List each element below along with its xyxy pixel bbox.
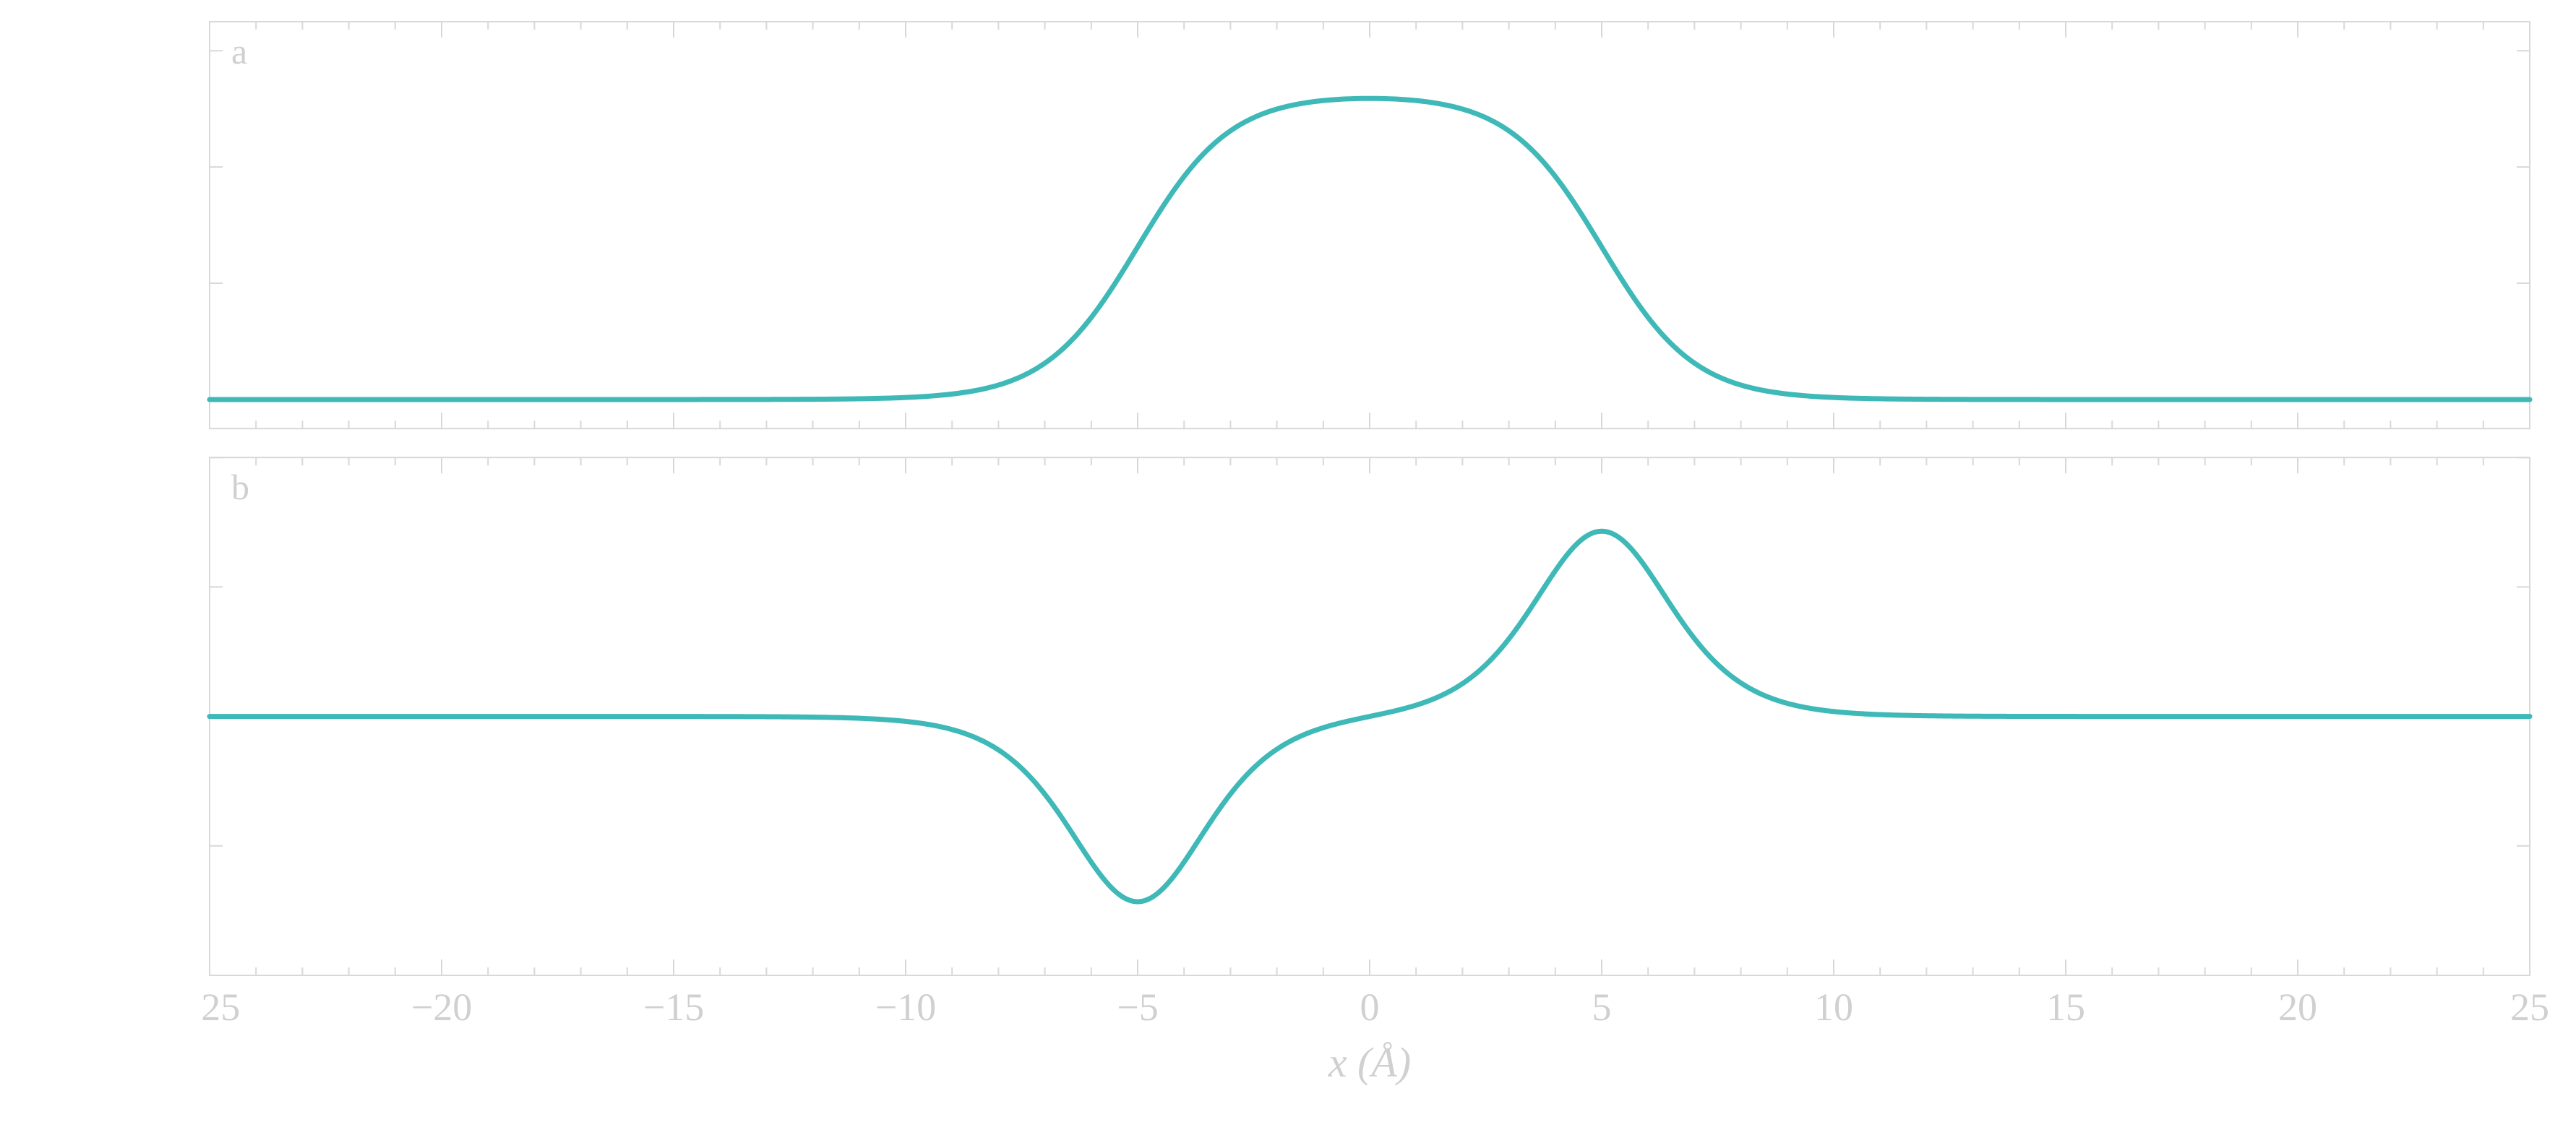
svg-text:−15: −15 bbox=[643, 985, 704, 1029]
svg-text:−10: −10 bbox=[875, 985, 936, 1029]
svg-text:25: 25 bbox=[2510, 985, 2549, 1029]
svg-text:10: 10 bbox=[1814, 985, 1853, 1029]
svg-text:−20: −20 bbox=[411, 985, 472, 1029]
svg-text:20: 20 bbox=[2278, 985, 2317, 1029]
chart-container: 0.00.40.81.2aU (kcal/mol)−1.0−0.50.00.51… bbox=[202, 14, 2551, 1098]
svg-text:b: b bbox=[231, 467, 249, 507]
svg-text:15: 15 bbox=[2046, 985, 2085, 1029]
svg-text:5: 5 bbox=[1592, 985, 1612, 1029]
svg-text:−25: −25 bbox=[202, 985, 240, 1029]
svg-text:0: 0 bbox=[1360, 985, 1380, 1029]
svg-text:−5: −5 bbox=[1117, 985, 1158, 1029]
chart-svg: 0.00.40.81.2aU (kcal/mol)−1.0−0.50.00.51… bbox=[202, 14, 2551, 1098]
svg-text:a: a bbox=[231, 31, 247, 72]
svg-text:x (Å): x (Å) bbox=[1328, 1039, 1411, 1086]
